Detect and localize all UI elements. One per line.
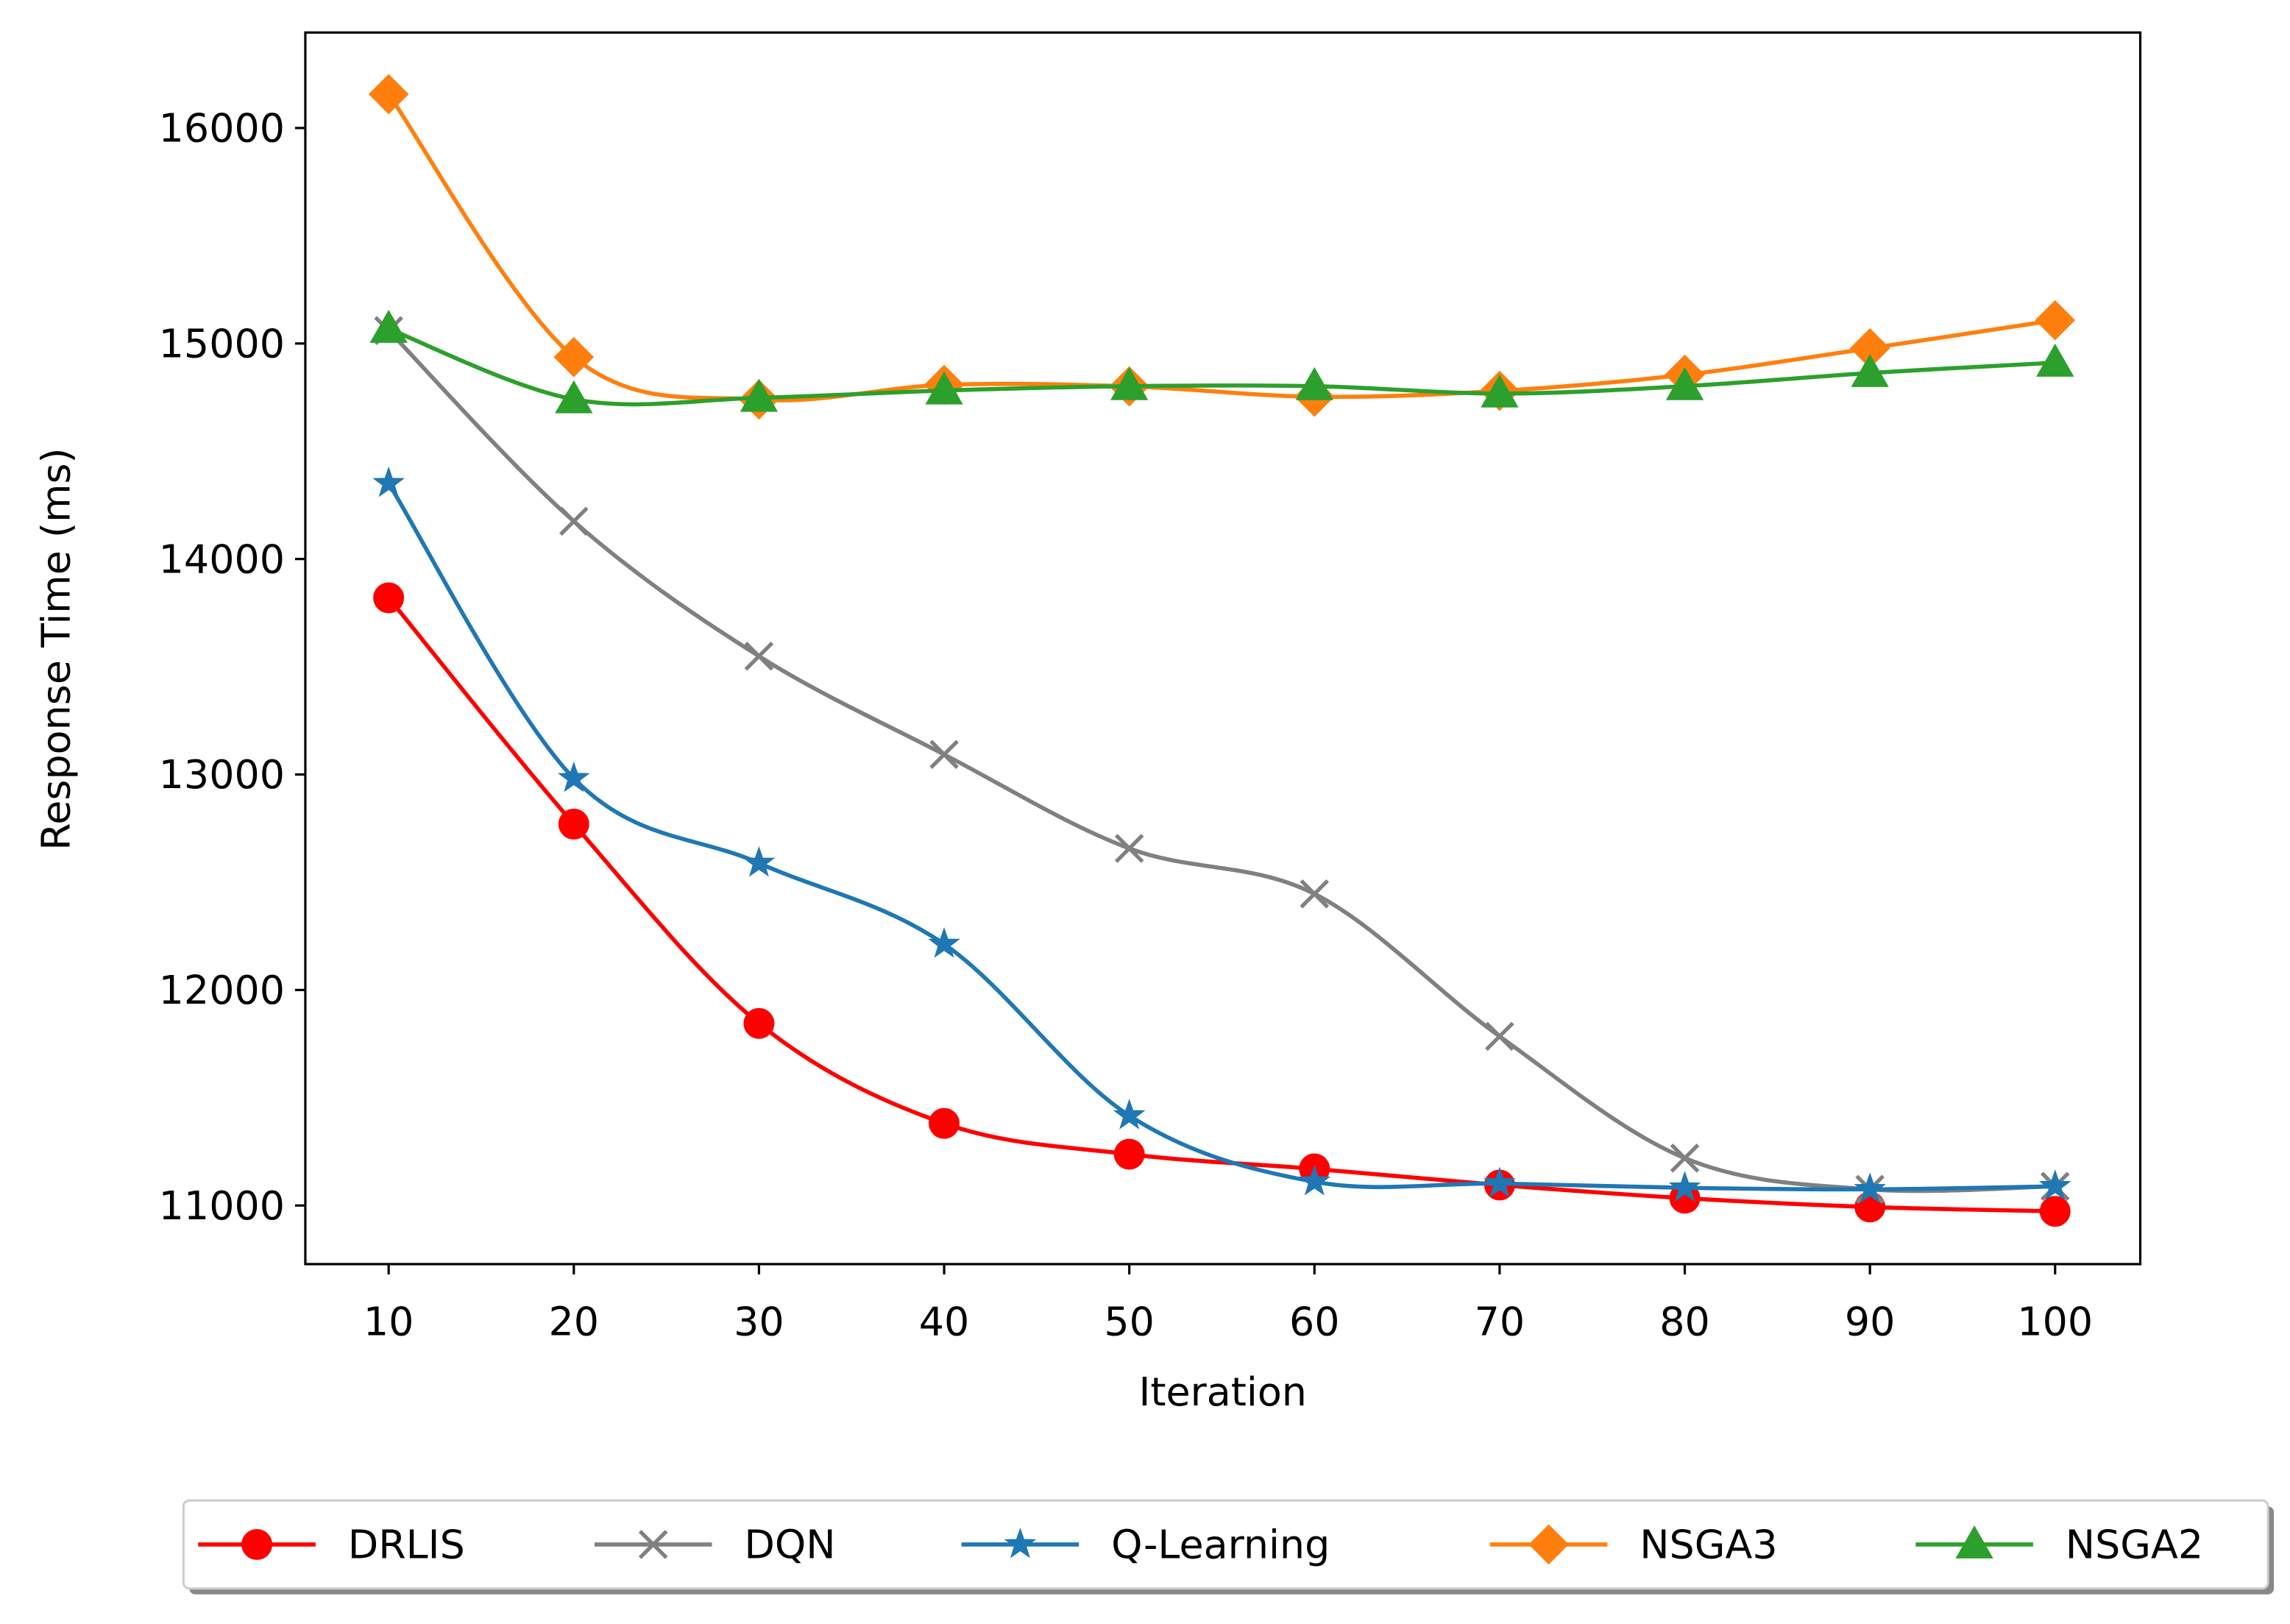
- legend-box: [182, 1499, 2269, 1590]
- marker: [553, 336, 595, 377]
- marker: [555, 380, 593, 414]
- series-line: [387, 329, 2055, 1194]
- series-line: [386, 93, 2056, 403]
- marker: [928, 927, 960, 958]
- y-tick-label: 14000: [159, 536, 285, 582]
- legend-marker: [638, 1530, 668, 1559]
- marker: [2039, 1196, 2071, 1227]
- marker: [373, 582, 405, 614]
- marker: [1114, 834, 1144, 863]
- legend-marker: [1004, 1527, 1037, 1559]
- marker: [1851, 353, 1889, 387]
- legend-label: DQN: [744, 1522, 835, 1568]
- plot-frame: [304, 31, 2142, 1266]
- marker: [1665, 366, 1704, 400]
- marker: [2035, 299, 2076, 341]
- marker: [557, 761, 590, 793]
- x-tick-label: 60: [1289, 1298, 1340, 1344]
- x-tick-label: 50: [1104, 1298, 1155, 1344]
- x-tick-label: 90: [1845, 1298, 1896, 1344]
- marker: [1300, 879, 1330, 909]
- x-tick-label: 70: [1475, 1298, 1525, 1344]
- x-tick-label: 100: [2017, 1298, 2093, 1344]
- marker: [1113, 1099, 1146, 1130]
- marker: [2038, 1169, 2071, 1200]
- marker: [1483, 1166, 1516, 1197]
- marker: [1670, 1143, 1700, 1173]
- marker: [1298, 1165, 1331, 1196]
- marker: [742, 845, 776, 877]
- marker: [744, 641, 774, 671]
- y-tick-label: 13000: [159, 751, 285, 798]
- marker: [1481, 374, 1519, 408]
- y-axis-label: Response Time (ms): [32, 447, 79, 850]
- series-line: [388, 327, 2055, 407]
- y-tick-label: 15000: [159, 320, 285, 366]
- series-line: [387, 596, 2055, 1213]
- marker: [368, 74, 409, 115]
- x-tick-label: 40: [919, 1298, 970, 1344]
- x-tick-label: 20: [549, 1298, 600, 1344]
- legend-label: Q-Learning: [1111, 1522, 1330, 1568]
- legend-label: DRLIS: [348, 1522, 465, 1568]
- marker: [559, 506, 589, 536]
- y-tick-label: 16000: [159, 105, 285, 152]
- marker: [929, 1107, 960, 1139]
- legend-label: NSGA3: [1639, 1522, 1777, 1568]
- marker: [743, 1007, 775, 1039]
- marker: [1668, 1171, 1701, 1202]
- marker: [1854, 1191, 1886, 1223]
- y-tick-label: 12000: [159, 967, 285, 1013]
- marker: [1113, 1138, 1145, 1170]
- marker: [1485, 1021, 1514, 1052]
- legend-marker: [1528, 1524, 1569, 1565]
- marker: [1854, 1172, 1887, 1203]
- marker: [1110, 366, 1149, 400]
- marker: [929, 740, 959, 770]
- marker: [925, 371, 963, 405]
- x-tick-label: 10: [364, 1298, 414, 1344]
- marker: [558, 808, 589, 840]
- legend-marker: [241, 1528, 273, 1560]
- marker: [372, 466, 405, 497]
- marker: [369, 309, 408, 343]
- series-line: [386, 482, 2055, 1192]
- legend-label: NSGA2: [2066, 1522, 2203, 1568]
- legend-marker: [1955, 1525, 1993, 1559]
- x-tick-label: 80: [1659, 1298, 1710, 1344]
- marker: [1295, 366, 1333, 400]
- y-tick-label: 11000: [159, 1182, 285, 1229]
- marker: [2036, 343, 2074, 377]
- x-axis-label: Iteration: [1138, 1369, 1306, 1415]
- x-tick-label: 30: [734, 1298, 784, 1344]
- marker: [740, 378, 779, 412]
